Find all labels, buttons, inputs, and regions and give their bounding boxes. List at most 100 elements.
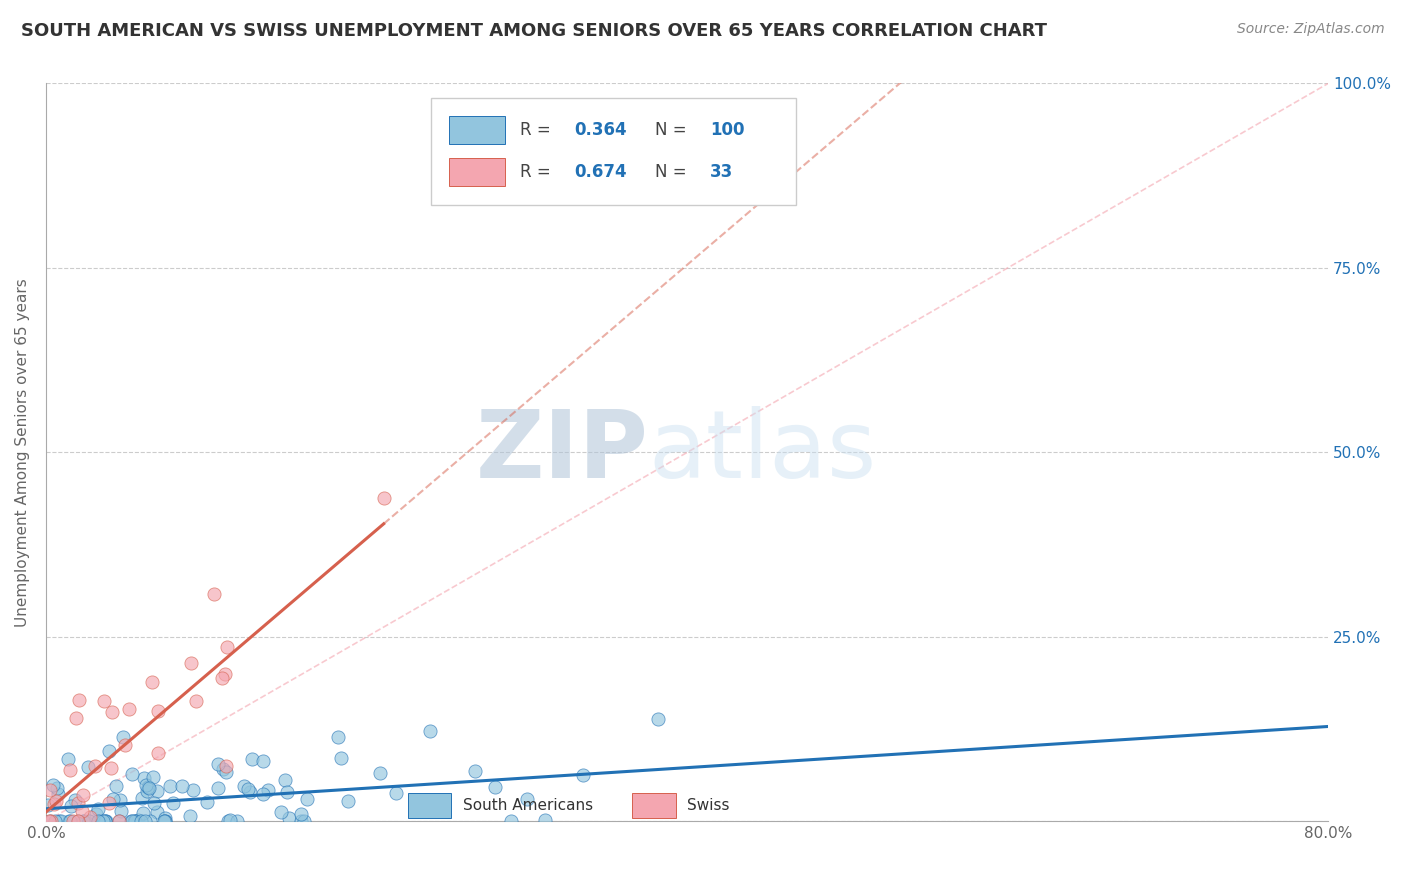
Point — [100, 761, 122, 775]
Point — [134, 814, 156, 829]
Point — [295, 792, 318, 806]
Point — [66, 814, 89, 829]
Text: R =: R = — [520, 163, 557, 181]
Point — [91, 814, 114, 829]
Point — [179, 809, 201, 823]
Point — [326, 730, 349, 744]
Point — [108, 814, 131, 829]
Text: 0.674: 0.674 — [574, 163, 627, 181]
Point — [97, 744, 120, 758]
Point — [77, 814, 100, 829]
Point — [215, 758, 238, 772]
Point — [63, 793, 86, 807]
Point — [48, 814, 70, 829]
Point — [44, 797, 66, 812]
Point — [72, 788, 94, 802]
Point — [252, 754, 274, 768]
Point — [214, 666, 236, 681]
Point — [385, 786, 408, 800]
Point — [233, 779, 256, 793]
Point — [146, 805, 169, 819]
Point — [39, 814, 62, 829]
Point — [72, 814, 94, 829]
FancyBboxPatch shape — [631, 793, 675, 818]
Point — [215, 640, 238, 654]
Point — [70, 804, 93, 818]
Text: R =: R = — [520, 121, 557, 139]
Point — [114, 739, 136, 753]
Point — [124, 814, 146, 829]
Point — [195, 795, 218, 809]
Point — [162, 796, 184, 810]
Point — [153, 814, 176, 829]
Point — [138, 780, 160, 794]
Point — [415, 793, 437, 807]
Point — [373, 491, 395, 506]
Point — [277, 811, 299, 825]
Text: South Americans: South Americans — [463, 797, 593, 813]
Point — [533, 813, 555, 827]
Point — [141, 675, 163, 690]
Point — [219, 814, 242, 828]
Point — [172, 779, 194, 793]
Point — [180, 656, 202, 670]
FancyBboxPatch shape — [449, 116, 505, 144]
Point — [131, 790, 153, 805]
Point — [58, 814, 80, 829]
Point — [139, 814, 162, 829]
Point — [58, 752, 80, 766]
Point — [153, 814, 176, 829]
Point — [202, 587, 225, 601]
Point — [37, 798, 59, 813]
Point — [45, 780, 67, 795]
Point — [58, 814, 80, 829]
Point — [212, 762, 235, 776]
Point — [66, 796, 89, 810]
Point — [207, 781, 229, 796]
Point — [368, 766, 391, 780]
Point — [121, 814, 143, 829]
Point — [111, 730, 134, 744]
Point — [148, 746, 170, 760]
Point — [239, 785, 262, 799]
Point — [65, 711, 87, 725]
Point — [97, 796, 120, 810]
Text: SOUTH AMERICAN VS SWISS UNEMPLOYMENT AMONG SENIORS OVER 65 YEARS CORRELATION CHA: SOUTH AMERICAN VS SWISS UNEMPLOYMENT AMO… — [21, 22, 1047, 40]
Text: 100: 100 — [710, 121, 745, 139]
Text: Swiss: Swiss — [688, 797, 730, 813]
Point — [45, 794, 67, 808]
Point — [51, 814, 73, 829]
Point — [134, 771, 156, 785]
Point — [67, 693, 90, 707]
Point — [419, 723, 441, 738]
Point — [515, 792, 537, 806]
Point — [159, 779, 181, 793]
Point — [104, 780, 127, 794]
Point — [143, 796, 166, 810]
Point — [647, 712, 669, 726]
Y-axis label: Unemployment Among Seniors over 65 years: Unemployment Among Seniors over 65 years — [15, 278, 30, 627]
Point — [39, 783, 62, 797]
Point — [89, 814, 111, 829]
Point — [39, 814, 62, 829]
Point — [572, 768, 595, 782]
Text: 33: 33 — [710, 163, 734, 181]
Point — [101, 705, 124, 719]
Point — [108, 793, 131, 807]
FancyBboxPatch shape — [430, 98, 796, 205]
Point — [148, 704, 170, 718]
Point — [96, 814, 118, 829]
Point — [290, 814, 312, 829]
Point — [94, 814, 117, 829]
Point — [122, 814, 145, 829]
Point — [238, 782, 260, 797]
Point — [84, 759, 107, 773]
Point — [66, 814, 89, 829]
Text: Source: ZipAtlas.com: Source: ZipAtlas.com — [1237, 22, 1385, 37]
Point — [153, 814, 176, 829]
Point — [464, 764, 486, 779]
Point — [292, 814, 315, 829]
Point — [108, 814, 131, 829]
Point — [87, 802, 110, 816]
Point — [225, 814, 247, 829]
